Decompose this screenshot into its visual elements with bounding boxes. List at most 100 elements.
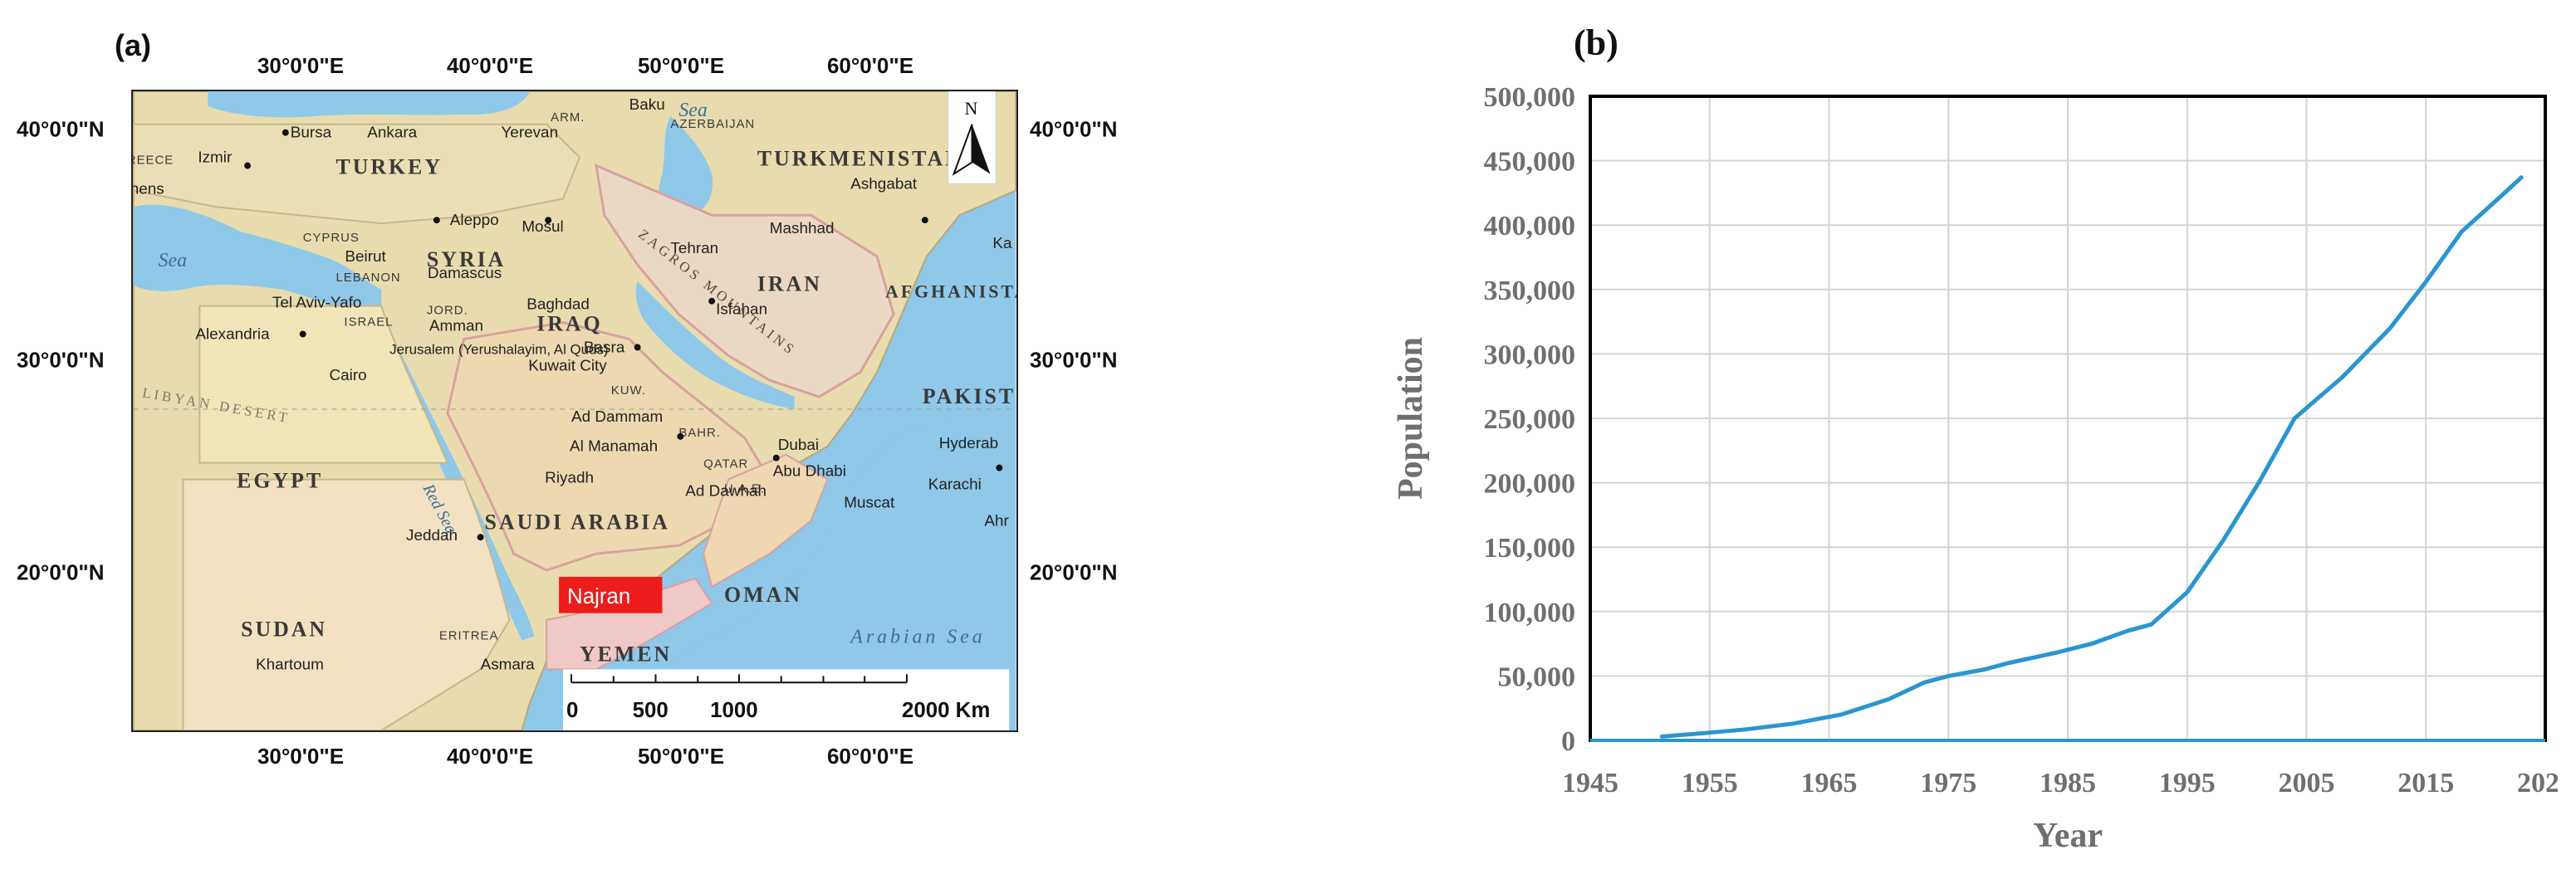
y-tick-label: 100,000	[1484, 598, 1576, 628]
map-country-label: SUDAN	[241, 618, 327, 642]
y-tick-label: 450,000	[1484, 147, 1576, 178]
map-city-label: Dubai	[778, 437, 819, 454]
y-axis: 0 50,000 100,000 150,000 200,000 250,000 300,0…	[1484, 82, 1576, 757]
map-city-label: Jeddah	[406, 527, 458, 544]
city-dot	[282, 129, 289, 136]
city-dot	[299, 330, 306, 338]
north-arrow-icon	[952, 124, 973, 176]
egypt-region	[198, 305, 449, 464]
city-dot	[996, 464, 1003, 471]
map-country-label: ISRAEL	[344, 315, 393, 330]
map-country-label: REECE	[131, 154, 174, 168]
arabian-sea-water	[595, 405, 1016, 730]
persian-gulf	[635, 281, 795, 410]
lat-label-left: 20°0'0"N	[17, 559, 105, 585]
map-city-label: Basra	[584, 339, 625, 356]
x-tick-label: 2015	[2397, 768, 2454, 798]
city-dot	[634, 344, 641, 351]
lat-label-left: 30°0'0"N	[17, 347, 105, 373]
map-water-label: Arabian Sea	[849, 627, 985, 648]
map-city-label: Hyderab	[939, 435, 998, 452]
map-city-label: Abu Dhabi	[773, 463, 846, 481]
iran-region	[594, 164, 895, 398]
y-tick-label: 300,000	[1484, 339, 1576, 370]
lon-label-top: 60°0'0"E	[826, 53, 914, 78]
y-axis-title: Population	[1392, 337, 1430, 500]
map-city-label: Baghdad	[526, 296, 590, 314]
map-city-label: Beirut	[345, 248, 386, 266]
map-city-label: Khartoum	[256, 656, 324, 673]
map-country-label: YEMEN	[580, 642, 672, 666]
map-city-label: Ad Dammam	[571, 408, 663, 426]
city-dot	[772, 454, 780, 461]
city-dot	[244, 162, 252, 169]
y-tick-label: 500,000	[1484, 82, 1576, 113]
map-country-label: QATAR	[703, 457, 748, 471]
lon-label-bottom: 60°0'0"E	[826, 744, 914, 769]
mediterranean-sea	[133, 204, 382, 323]
map-country-label: TURKMENISTAN	[757, 147, 963, 171]
lon-label-bottom: 30°0'0"E	[257, 744, 345, 769]
map-city-label: Yerevan	[501, 125, 558, 142]
map-city-label: Tehran	[670, 240, 718, 257]
x-tick-label: 1945	[1562, 768, 1619, 798]
scale-label: 1000	[710, 699, 758, 722]
x-tick-label: 2005	[2279, 768, 2335, 798]
caspian-sea	[659, 115, 713, 224]
map-water-label: Sea	[678, 100, 708, 121]
map-city-label: Jerusalem (Yerushalayim, Al Quds)	[389, 341, 608, 357]
map-country-label: EGYPT	[237, 469, 323, 493]
population-chart: 1945 1955 1965 1975 1985 1995 2005 2015 2025 0 50…	[1392, 82, 2558, 855]
scale-bar-icon	[571, 674, 908, 684]
map-city-label: Riyadh	[545, 470, 594, 487]
city-dot	[708, 297, 716, 305]
north-arrow-icon	[972, 124, 991, 174]
y-tick-label: 0	[1561, 726, 1575, 757]
map-city-label: Isfahan	[716, 301, 767, 319]
map-city-label: Baku	[629, 96, 665, 114]
scale-label: 500	[633, 699, 668, 722]
map-city-label: Amman	[429, 318, 483, 335]
x-axis: 1945 1955 1965 1975 1985 1995 2005 2015 2025	[1562, 768, 2558, 798]
scale-label: 0	[566, 699, 578, 722]
map-water-label: Sea	[159, 250, 188, 271]
map-city-label: Ka	[992, 235, 1012, 252]
y-tick-label: 350,000	[1484, 276, 1576, 306]
map-city-label: Bursa	[291, 125, 332, 142]
map-city-label: Kuwait City	[528, 357, 607, 374]
scale-bar-box	[563, 669, 1010, 730]
lon-label-bottom: 40°0'0"E	[446, 744, 534, 769]
map-country-label: AFGHANISTAN	[885, 282, 1018, 302]
map-country-label: IRAQ	[536, 312, 602, 336]
lat-label-left: 40°0'0"N	[17, 116, 105, 142]
y-tick-label: 250,000	[1484, 404, 1576, 435]
map-country-label: CYPRUS	[303, 231, 360, 245]
lat-label-right: 20°0'0"N	[1030, 559, 1118, 585]
map-city-label: Damascus	[428, 265, 502, 282]
map-country-label: U.A.E.	[724, 481, 765, 496]
map-city-label: Izmir	[198, 149, 232, 167]
map-country-label: LEBANON	[335, 271, 400, 285]
y-tick-label: 50,000	[1498, 662, 1576, 692]
city-dot	[477, 534, 484, 541]
x-tick-label: 1985	[2040, 768, 2096, 798]
map-image: TURKEY TURKMENISTAN SYRIA IRAQ IRAN AFGH…	[131, 90, 1018, 732]
lon-label-top: 50°0'0"E	[637, 53, 725, 78]
series-layer	[1590, 175, 2545, 742]
map-country-label: JORD.	[427, 304, 468, 318]
map-country-label: TURKEY	[335, 154, 443, 178]
najran-highlight-box	[559, 576, 663, 613]
map-country-label: ARM.	[551, 110, 585, 125]
city-dot	[433, 217, 440, 224]
map-city-label: Asmara	[481, 656, 536, 673]
location-map: TURKEY TURKMENISTAN SYRIA IRAQ IRAN AFGH…	[131, 90, 1018, 732]
map-city-label: Mosul	[522, 218, 563, 236]
map-country-label: SYRIA	[427, 247, 506, 271]
map-country-label: AZERBAIJAN	[670, 117, 755, 131]
north-letter: N	[965, 99, 978, 119]
map-city-label: Muscat	[844, 494, 895, 511]
lat-label-right: 40°0'0"N	[1030, 116, 1118, 142]
map-country-label: OMAN	[724, 583, 802, 607]
turkey-region	[133, 123, 581, 225]
chart-grid	[1589, 95, 2546, 741]
